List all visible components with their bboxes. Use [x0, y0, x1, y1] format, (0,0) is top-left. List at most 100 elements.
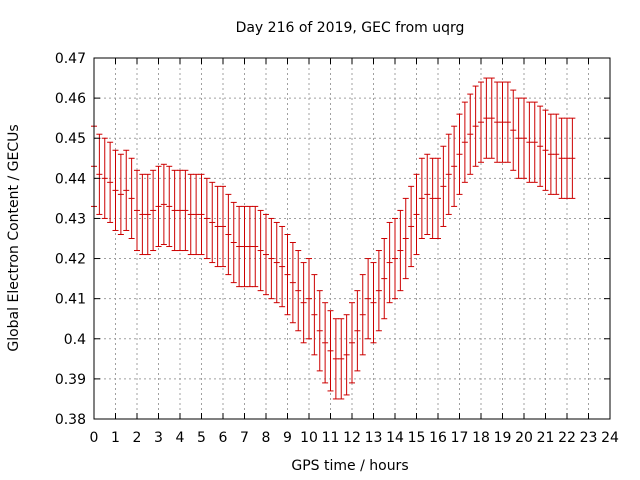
y-tick-label: 0.43: [55, 211, 86, 227]
data-point: [365, 258, 372, 340]
data-point: [542, 109, 549, 191]
data-point: [510, 89, 517, 171]
x-tick-label: 16: [429, 430, 447, 446]
data-point: [397, 209, 404, 292]
data-point: [424, 153, 431, 235]
x-tick-label: 6: [219, 430, 228, 446]
x-tick-label: 4: [176, 430, 185, 446]
data-point: [504, 81, 511, 163]
data-point: [117, 153, 124, 235]
data-point: [203, 177, 210, 260]
data-point: [370, 262, 377, 344]
data-point: [381, 238, 388, 320]
data-point: [429, 157, 436, 239]
x-tick-label: 24: [601, 430, 619, 446]
data-point: [322, 302, 329, 384]
data-point: [171, 169, 178, 252]
data-point: [160, 163, 167, 246]
x-tick-label: 10: [300, 430, 318, 446]
y-axis-label: Global Electron Content / GECUs: [6, 124, 22, 351]
y-tick-label: 0.46: [55, 91, 86, 107]
y-tick-label: 0.38: [55, 412, 86, 428]
data-point: [483, 77, 490, 159]
y-tick-label: 0.4: [64, 332, 86, 348]
data-point: [257, 209, 264, 292]
y-tick-label: 0.42: [55, 252, 86, 268]
data-point: [467, 93, 474, 175]
data-point: [263, 213, 269, 296]
x-tick-label: 17: [451, 430, 469, 446]
data-point: [445, 133, 452, 215]
data-point: [521, 97, 527, 179]
data-point: [177, 169, 183, 252]
data-point: [101, 137, 108, 219]
data-point: [461, 101, 468, 183]
data-point: [547, 113, 554, 195]
data-point: [150, 169, 157, 252]
y-tick-label: 0.39: [55, 372, 86, 388]
data-point: [494, 81, 501, 163]
data-point: [155, 165, 162, 248]
data-point: [531, 101, 538, 183]
x-tick-label: 3: [154, 430, 163, 446]
chart-title: Day 216 of 2019, GEC from uqrg: [236, 20, 465, 36]
data-point: [553, 113, 560, 195]
x-tick-label: 14: [386, 430, 404, 446]
x-tick-label: 22: [558, 430, 576, 446]
data-point: [220, 185, 226, 268]
data-point: [144, 173, 151, 256]
data-point: [408, 185, 415, 268]
x-tick-label: 13: [365, 430, 383, 446]
data-point: [456, 113, 463, 195]
data-point: [241, 205, 248, 288]
data-point: [284, 233, 291, 316]
data-point: [268, 217, 275, 300]
data-point: [515, 97, 522, 179]
data-point: [537, 105, 544, 187]
data-point: [134, 169, 140, 252]
data-point: [187, 173, 194, 256]
data-point: [526, 101, 533, 183]
data-point: [236, 205, 243, 288]
x-tick-label: 20: [515, 430, 533, 446]
x-tick-label: 1: [111, 430, 120, 446]
data-point: [182, 169, 189, 252]
series-gec: [91, 77, 576, 400]
data-point: [440, 145, 447, 227]
data-point: [413, 173, 420, 256]
y-tick-label: 0.41: [55, 292, 86, 308]
data-point: [107, 141, 114, 223]
x-tick-label: 9: [283, 430, 292, 446]
data-point: [359, 274, 366, 356]
data-point: [198, 173, 205, 256]
data-point: [300, 262, 307, 344]
x-tick-label: 11: [322, 430, 340, 446]
data-point: [246, 205, 253, 288]
data-point: [252, 205, 259, 288]
data-point: [558, 117, 565, 199]
data-point: [279, 225, 286, 308]
data-point: [418, 157, 425, 239]
data-point: [123, 149, 130, 231]
data-point: [193, 173, 200, 256]
data-point: [306, 258, 312, 340]
data-point: [349, 302, 355, 384]
x-tick-label: 15: [408, 430, 426, 446]
data-point: [386, 221, 393, 304]
data-point: [225, 193, 232, 276]
data-point: [488, 77, 495, 159]
data-point: [451, 125, 458, 207]
x-tick-label: 0: [90, 430, 99, 446]
data-point: [478, 81, 484, 163]
data-point: [354, 290, 361, 372]
data-point: [139, 173, 146, 256]
y-axis-ticks: 0.38 0.39 0.4 0.41 0.42 0.43 0.44 0.45 0.46 0.47: [55, 51, 610, 428]
data-point: [273, 221, 280, 304]
data-point: [96, 133, 103, 215]
data-point: [316, 290, 323, 372]
data-point: [343, 314, 350, 396]
data-point: [214, 185, 221, 268]
data-point: [311, 274, 318, 356]
y-tick-label: 0.47: [55, 51, 86, 67]
data-point: [327, 310, 334, 392]
